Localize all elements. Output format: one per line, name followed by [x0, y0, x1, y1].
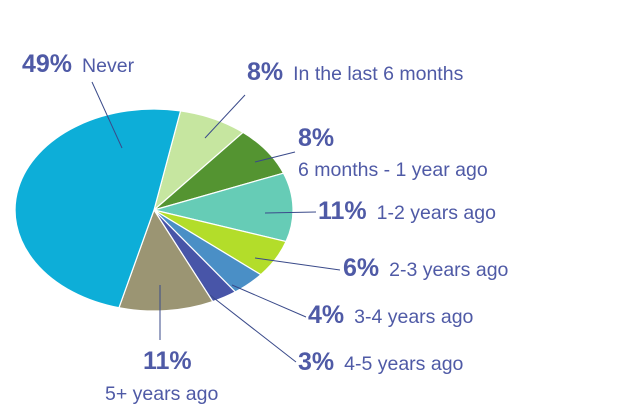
category-3-4-years: 3-4 years ago [354, 306, 473, 328]
category-6-months-1-year: 6 months - 1 year ago [298, 159, 488, 181]
pie-slices [14, 108, 294, 312]
pct-6-months-1-year: 8% [298, 124, 334, 152]
pie-slice-never [14, 108, 182, 309]
data-label-3-4-years: 4% 3-4 years ago [308, 301, 474, 329]
pct-4-5-years: 3% [298, 348, 334, 376]
pct-5-plus-years: 11% [143, 347, 192, 375]
data-label-never: 49% Never [22, 50, 135, 78]
leader-line-6-months-1-year-ago [254, 151, 296, 163]
data-label-1-2-years: 11% 1-2 years ago [318, 197, 496, 225]
category-1-2-years: 1-2 years ago [377, 202, 496, 224]
category-never: Never [82, 55, 135, 77]
leader-line-3-4-years-ago [231, 284, 307, 318]
leader-line-2-3-years-ago [254, 257, 341, 271]
leader-line-in-the-last-6-months [204, 94, 246, 139]
leader-line-1-2-years-ago [264, 211, 317, 214]
leader-line-never [91, 81, 123, 149]
leader-lines [91, 81, 341, 363]
pie-slice-5-years-ago [118, 208, 214, 312]
category-4-5-years: 4-5 years ago [344, 353, 463, 375]
pie-slice-1-2-years-ago [151, 172, 294, 243]
pct-last-6-months: 8% [247, 58, 283, 86]
pct-2-3-years: 6% [343, 254, 379, 282]
category-last-6-months: In the last 6 months [293, 63, 463, 85]
data-label-2-3-years: 6% 2-3 years ago [343, 254, 509, 282]
pct-never: 49% [22, 50, 72, 78]
category-2-3-years: 2-3 years ago [389, 259, 508, 281]
data-label-4-5-years: 3% 4-5 years ago [298, 348, 464, 376]
category-5-plus-years: 5+ years ago [105, 383, 218, 405]
data-label-last-6-months: 8% In the last 6 months [247, 58, 464, 86]
leader-line-4-5-years-ago [209, 294, 297, 363]
pct-1-2-years: 11% [318, 197, 367, 225]
pct-3-4-years: 4% [308, 301, 344, 329]
